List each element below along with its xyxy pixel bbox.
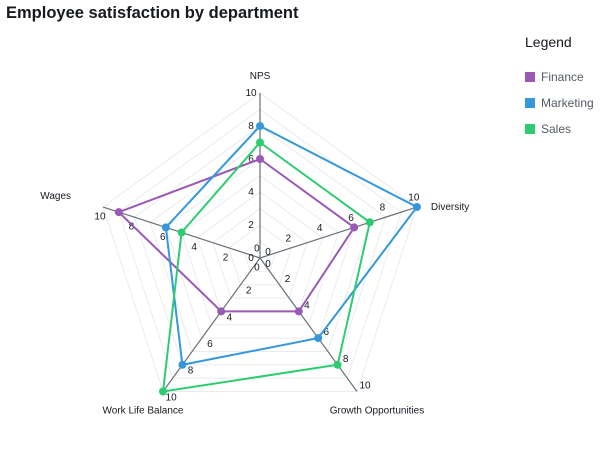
tick-label: 4	[317, 223, 323, 234]
axis-line-1	[259, 206, 418, 259]
grid-ring-8	[133, 125, 387, 366]
data-point-marketing	[178, 360, 187, 369]
grid-ring-2	[228, 224, 292, 286]
chart-title: Employee satisfaction by department	[6, 4, 299, 22]
radar-axis-labels: NPS Diversity Growth Opportunities Work Lif…	[40, 71, 469, 416]
tick-label: 0	[248, 253, 254, 264]
legend: Legend Finance Marketing Sales	[525, 34, 594, 142]
tick-label: 8	[380, 203, 386, 214]
data-point-marketing	[161, 223, 170, 232]
tick-label: 2	[286, 233, 292, 244]
legend-item-finance[interactable]: Finance	[525, 64, 594, 90]
tick-label: 2	[285, 274, 291, 285]
data-point-finance	[294, 307, 303, 316]
tick-label: 4	[191, 242, 197, 253]
tick-label: 10	[94, 212, 106, 223]
grid-ring-5	[180, 174, 340, 326]
data-point-sales	[256, 138, 264, 147]
tick-label: 2	[246, 286, 252, 297]
legend-items: Finance Marketing Sales	[525, 64, 594, 142]
legend-item-marketing[interactable]: Marketing	[525, 90, 594, 116]
legend-swatch	[525, 98, 535, 108]
data-point-finance	[217, 307, 226, 316]
tick-label: 0	[265, 247, 271, 258]
data-point-marketing	[412, 203, 421, 212]
data-point-finance	[114, 208, 123, 217]
tick-label: 8	[188, 366, 194, 377]
tick-label: 8	[129, 222, 135, 233]
data-point-sales	[159, 387, 168, 396]
data-point-sales	[333, 360, 342, 369]
axis-label: Diversity	[431, 202, 469, 213]
series-line-marketing	[164, 124, 419, 366]
tick-label: 8	[343, 354, 349, 365]
radar-tick-labels: 0 2 4 6 8 10 0 2 4 6 8 10 0 2 4 6 8 10 0 2 4 6 8 10 0 2 4 6 8 10	[94, 88, 419, 403]
tick-label: 6	[248, 154, 254, 165]
axis-label: Growth Opportunities	[330, 405, 425, 416]
legend-label: Finance	[541, 70, 584, 84]
legend-label: Marketing	[541, 96, 594, 110]
legend-swatch	[525, 124, 535, 134]
legend-label: Sales	[541, 122, 572, 136]
grid-ring-9	[118, 108, 402, 379]
axis-label: Wages	[40, 191, 71, 202]
tick-label: 4	[304, 301, 310, 312]
series-line-sales	[161, 141, 371, 393]
tick-label: 6	[207, 339, 213, 350]
data-point-marketing	[314, 334, 323, 343]
data-point-sales	[177, 228, 186, 237]
legend-swatch	[525, 72, 535, 82]
axis-line-3	[162, 257, 261, 392]
axis-line-2	[259, 257, 358, 392]
grid-ring-1	[243, 240, 277, 272]
tick-label: 0	[265, 259, 271, 270]
tick-label: 2	[248, 220, 254, 231]
grid-ring-10	[102, 92, 418, 392]
tick-label: 6	[323, 327, 329, 338]
tick-label: 10	[245, 88, 257, 99]
series-line-finance	[116, 157, 356, 313]
data-point-finance	[256, 155, 264, 163]
tick-label: 8	[248, 121, 254, 132]
tick-label: 10	[166, 392, 178, 403]
data-point-finance	[350, 223, 359, 232]
tick-label: 4	[248, 187, 254, 198]
tick-label: 0	[254, 263, 260, 274]
axis-label: NPS	[250, 71, 271, 82]
axis-label: Work Life Balance	[103, 405, 184, 416]
tick-label: 4	[227, 312, 233, 323]
grid-ring-3	[212, 207, 308, 299]
tick-label: 2	[223, 252, 229, 263]
legend-title: Legend	[525, 34, 572, 50]
tick-label: 10	[360, 381, 372, 392]
data-point-marketing	[256, 122, 264, 130]
tick-label: 10	[408, 193, 420, 204]
tick-label: 0	[254, 243, 260, 254]
tick-label: 6	[160, 232, 166, 243]
legend-item-sales[interactable]: Sales	[525, 116, 594, 142]
data-point-sales	[365, 218, 374, 227]
tick-label: 6	[348, 213, 354, 224]
radar-series	[114, 122, 421, 396]
